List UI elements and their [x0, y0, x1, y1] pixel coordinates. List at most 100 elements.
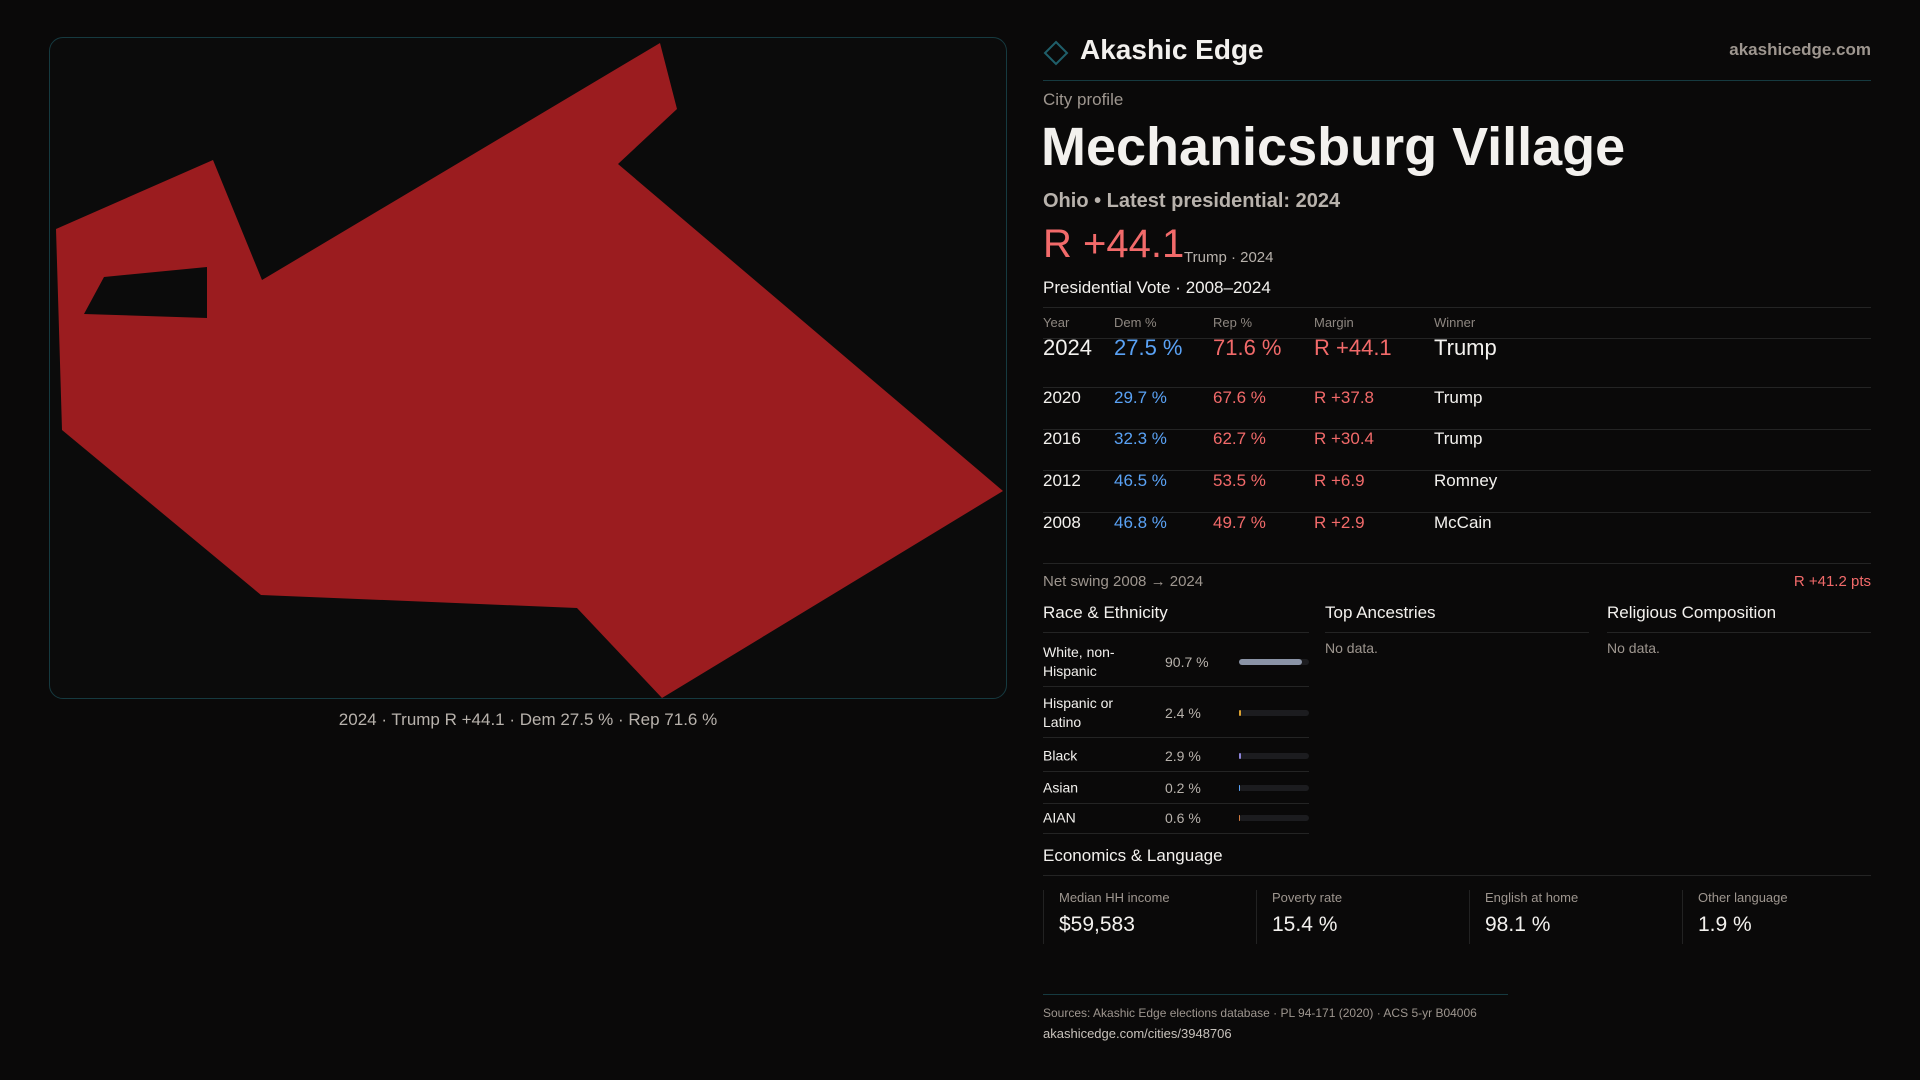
cell-rep-pct: 67.6 %	[1213, 388, 1266, 407]
race-label: Asian	[1043, 779, 1079, 795]
cell-margin: R +2.9	[1314, 513, 1365, 532]
divider	[1043, 875, 1871, 876]
econ-stat: Median HH income $59,583	[1043, 890, 1256, 944]
divider	[1043, 470, 1871, 471]
race-bar	[1239, 709, 1309, 716]
cell-year: 2024	[1043, 335, 1092, 360]
race-bar-fill	[1239, 784, 1241, 791]
stat-label: Median HH income	[1059, 890, 1170, 905]
brand-name: Akashic Edge	[1080, 34, 1264, 65]
header-winner: Winner	[1434, 314, 1476, 330]
race-bar-fill	[1239, 815, 1241, 821]
econ-stat: Other language 1.9 %	[1682, 890, 1895, 944]
race-row: White, non-Hispanic 90.7 %	[1043, 637, 1309, 687]
cell-winner: Trump	[1434, 335, 1497, 360]
site-link[interactable]: akashicedge.com	[1729, 40, 1871, 59]
race-bar-fill	[1239, 752, 1242, 759]
diamond-logo-icon	[1043, 40, 1069, 66]
cell-winner: McCain	[1434, 513, 1492, 532]
religion-title: Religious Composition	[1607, 603, 1777, 622]
divider	[1043, 387, 1871, 388]
cell-margin: R +37.8	[1314, 388, 1375, 407]
cell-margin: R +30.4	[1314, 429, 1375, 448]
page-kicker: City profile	[1043, 90, 1124, 109]
net-swing-label: Net swing 2008 → 2024	[1043, 573, 1204, 590]
race-row: Black 2.9 %	[1043, 740, 1309, 772]
cell-year: 2012	[1043, 471, 1081, 490]
econ-stat: English at home 98.1 %	[1469, 890, 1682, 944]
divider	[1043, 632, 1309, 633]
econ-stat: Poverty rate 15.4 %	[1256, 890, 1469, 944]
cell-dem-pct: 29.7 %	[1114, 388, 1167, 407]
race-bar	[1239, 752, 1309, 759]
stat-value: 1.9 %	[1698, 913, 1752, 936]
cell-year: 2020	[1043, 388, 1081, 407]
divider	[1043, 563, 1871, 564]
header-rep-pct: Rep %	[1213, 314, 1253, 330]
cell-year: 2008	[1043, 513, 1081, 532]
cell-dem-pct: 27.5 %	[1114, 335, 1183, 360]
latest-margin-note: Trump · 2024	[1184, 249, 1274, 266]
race-value: 0.2 %	[1165, 779, 1201, 796]
header-divider	[1043, 80, 1871, 81]
divider	[1043, 428, 1871, 430]
race-bar-fill	[1239, 658, 1303, 665]
ancestries-empty: No data.	[1325, 640, 1378, 656]
cell-dem-pct: 32.3 %	[1114, 429, 1167, 448]
page-title: Mechanicsburg Village	[1041, 117, 1626, 177]
race-row: AIAN 0.6 %	[1043, 803, 1309, 834]
econ-title: Economics & Language	[1043, 846, 1223, 865]
header-margin: Margin	[1314, 314, 1354, 330]
divider	[1325, 632, 1589, 633]
divider	[1607, 632, 1871, 633]
race-bar	[1239, 784, 1309, 791]
cell-dem-pct: 46.8 %	[1114, 513, 1167, 532]
stat-label: Poverty rate	[1272, 890, 1343, 905]
cell-rep-pct: 49.7 %	[1213, 513, 1266, 532]
city-boundary-map	[56, 43, 1003, 698]
stat-value: 15.4 %	[1272, 913, 1338, 936]
race-value: 0.6 %	[1165, 810, 1201, 826]
race-label: White, non-Hispanic	[1043, 643, 1115, 679]
footer-url[interactable]: akashicedge.com/cities/3948706	[1043, 1026, 1232, 1041]
race-bar-fill	[1239, 709, 1241, 716]
race-row: Asian 0.2 %	[1043, 772, 1309, 804]
race-value: 2.4 %	[1165, 704, 1201, 721]
race-bar	[1239, 815, 1309, 821]
race-label: Black	[1043, 747, 1078, 763]
footer-sources: Sources: Akashic Edge elections database…	[1043, 1006, 1477, 1020]
stat-value: 98.1 %	[1485, 913, 1551, 936]
race-label: AIAN	[1043, 809, 1076, 826]
vote-table-title: Presidential Vote · 2008–2024	[1043, 278, 1271, 297]
race-title: Race & Ethnicity	[1043, 603, 1168, 622]
divider	[1043, 512, 1871, 513]
map-caption: 2024 · Trump R +44.1 · Dem 27.5 % · Rep …	[338, 710, 718, 729]
cell-margin: R +44.1	[1314, 335, 1392, 360]
city-boundary-shape	[56, 43, 1003, 698]
race-value: 2.9 %	[1165, 747, 1201, 764]
map-panel[interactable]	[49, 37, 1007, 699]
footer-divider	[1043, 994, 1508, 995]
cell-margin: R +6.9	[1314, 471, 1365, 490]
cell-rep-pct: 53.5 %	[1213, 471, 1266, 490]
page-subtitle: Ohio • Latest presidential: 2024	[1043, 190, 1341, 212]
stat-label: Other language	[1698, 890, 1788, 905]
race-bar	[1239, 658, 1309, 665]
cell-winner: Trump	[1434, 388, 1483, 407]
religion-empty: No data.	[1607, 640, 1660, 656]
header-dem-pct: Dem %	[1114, 314, 1157, 330]
cell-rep-pct: 71.6 %	[1213, 335, 1282, 360]
header-year: Year	[1043, 314, 1070, 330]
divider	[1043, 307, 1871, 308]
race-row: Hispanic or Latino 2.4 %	[1043, 688, 1309, 738]
latest-margin: R +44.1	[1043, 222, 1185, 266]
race-value: 90.7 %	[1165, 653, 1209, 670]
cell-winner: Trump	[1434, 429, 1483, 448]
divider	[1043, 338, 1871, 339]
ancestries-title: Top Ancestries	[1325, 603, 1436, 622]
table-header: Year Dem % Rep % Margin Winner	[1043, 314, 1871, 330]
cell-rep-pct: 62.7 %	[1213, 429, 1266, 448]
race-label: Hispanic or Latino	[1043, 694, 1114, 730]
cell-year: 2016	[1043, 429, 1081, 448]
stat-label: English at home	[1485, 890, 1579, 905]
